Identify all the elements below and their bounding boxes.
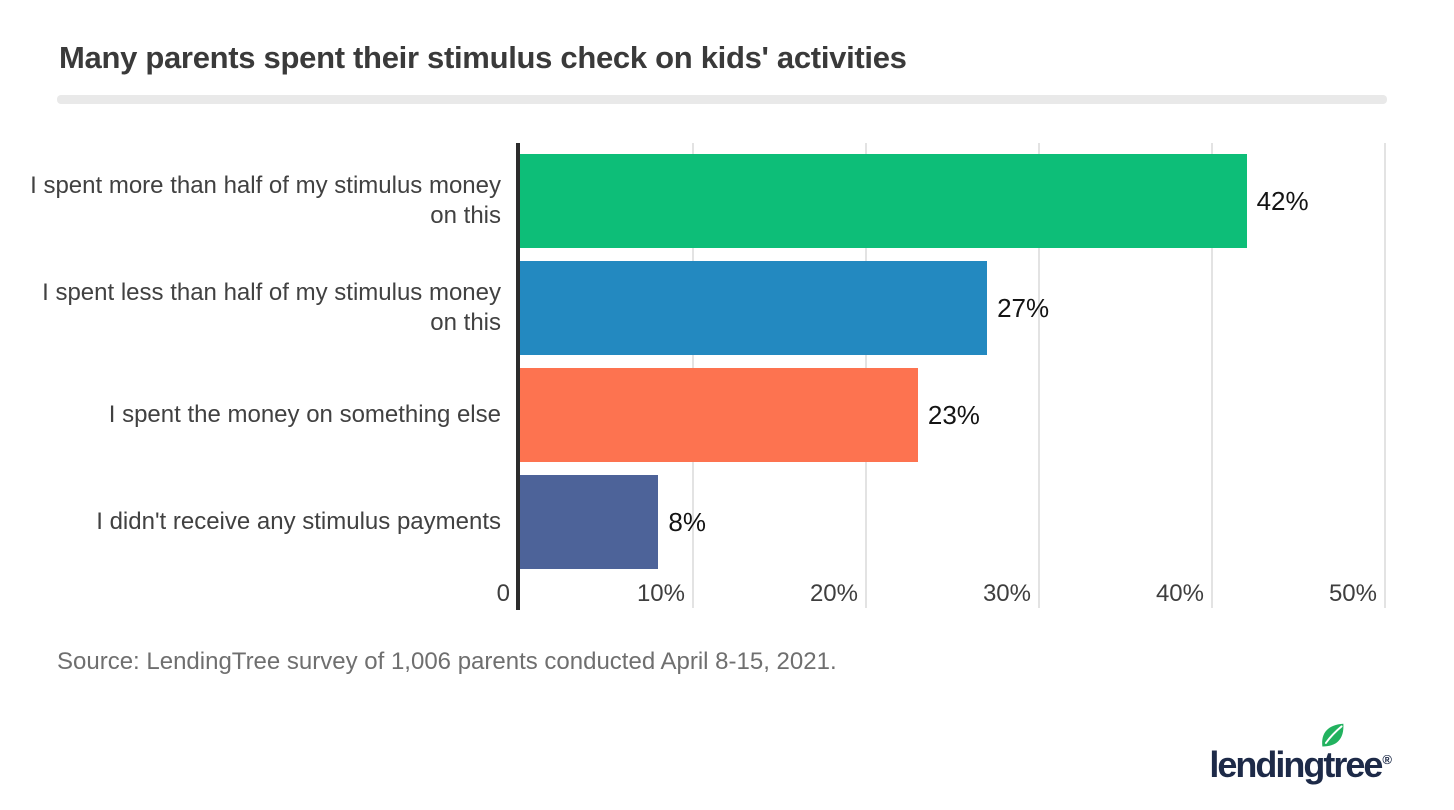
gridline-50 — [1384, 143, 1386, 608]
x-tick-label: 40% — [1155, 580, 1204, 607]
registered-mark: ® — [1382, 752, 1392, 767]
bar-chart: I spent more than half of my stimulus mo… — [0, 143, 1454, 610]
leaf-icon — [1322, 723, 1344, 747]
x-tick-label: 10% — [636, 580, 685, 607]
source-note: Source: LendingTree survey of 1,006 pare… — [57, 648, 837, 675]
x-tick-label: 30% — [982, 580, 1031, 607]
logo-wordmark: lending tree® — [1209, 723, 1392, 785]
x-tick-label: 0 — [496, 580, 510, 607]
bar-segment — [520, 368, 918, 462]
y-axis-line — [516, 143, 520, 610]
gridline-30 — [1038, 143, 1040, 608]
bar-row: I spent less than half of my stimulus mo… — [0, 261, 1454, 355]
category-label: I spent more than half of my stimulus mo… — [30, 172, 501, 229]
gridline-40 — [1211, 143, 1213, 608]
bar-segment — [520, 154, 1247, 248]
x-tick-label: 50% — [1328, 580, 1377, 607]
logo-text-before: lending — [1209, 744, 1325, 785]
category-label: I spent the money on something else — [108, 401, 501, 428]
title-divider — [57, 95, 1387, 104]
logo-text-after: ree — [1333, 744, 1383, 785]
value-label: 8% — [668, 506, 706, 537]
category-label: I didn't receive any stimulus payments — [96, 508, 501, 535]
lendingtree-logo: lending tree® — [1209, 714, 1392, 808]
bar-row: I spent more than half of my stimulus mo… — [0, 154, 1454, 248]
bar-segment — [520, 261, 988, 355]
value-label: 23% — [927, 399, 980, 430]
logo-text-t: t — [1323, 744, 1335, 785]
x-tick-label: 20% — [809, 580, 858, 607]
logo-t-wrap: t — [1322, 723, 1344, 785]
category-label: I spent less than half of my stimulus mo… — [42, 279, 501, 336]
value-label: 42% — [1256, 185, 1309, 216]
chart-title: Many parents spent their stimulus check … — [59, 40, 907, 75]
value-label: 27% — [997, 292, 1050, 323]
bar-segment — [520, 475, 659, 569]
bar-row: I didn't receive any stimulus payments 8% — [0, 475, 1454, 569]
bar-row: I spent the money on something else 23% — [0, 368, 1454, 462]
